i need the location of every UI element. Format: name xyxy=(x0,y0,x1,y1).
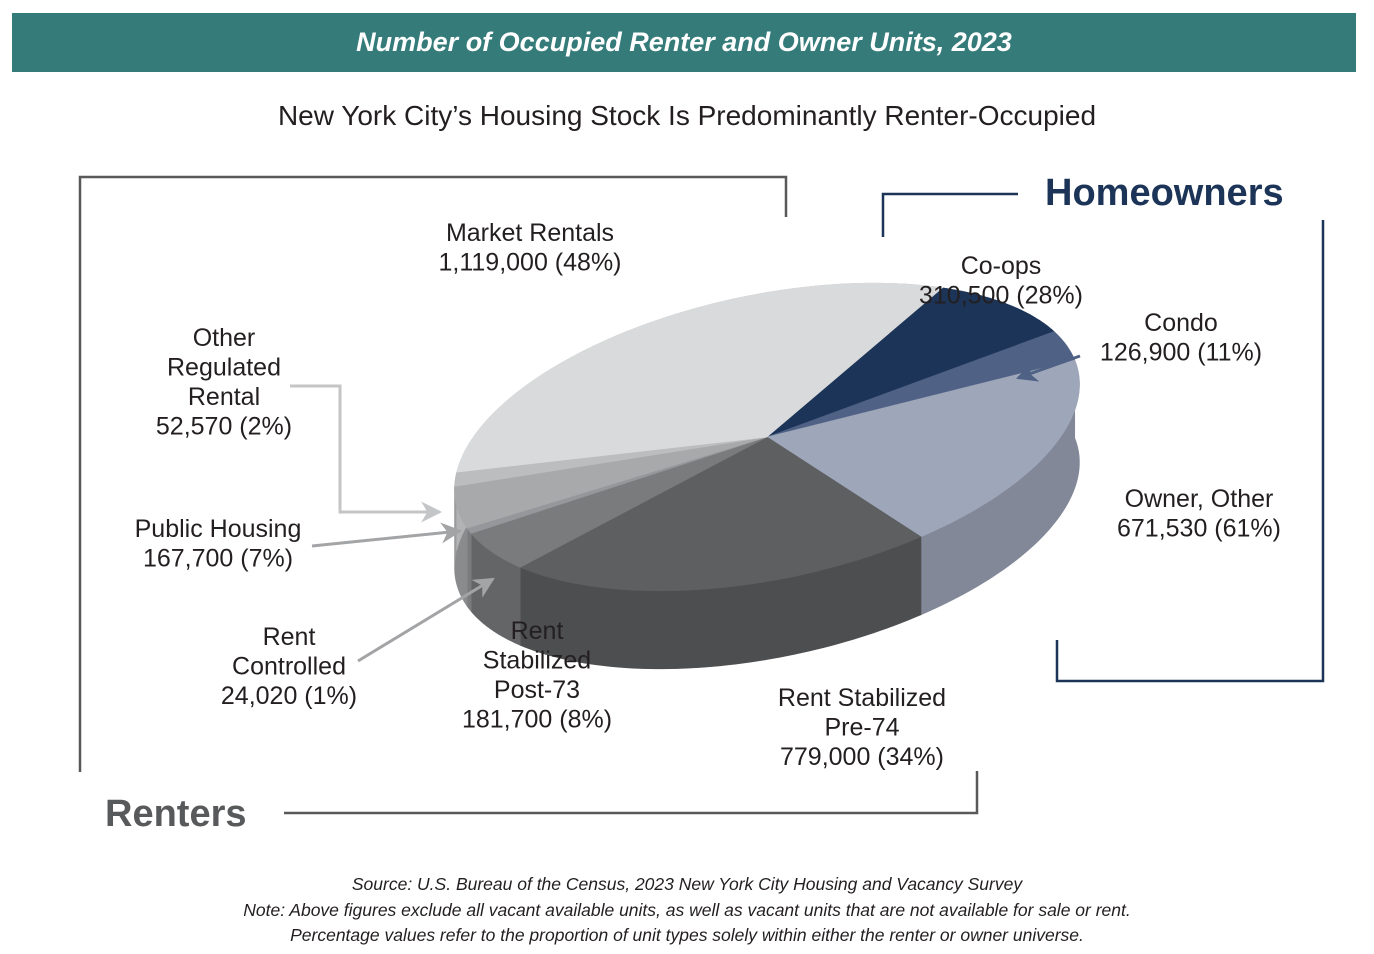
label-line: Rent xyxy=(511,617,564,645)
label-public_housing: Public Housing 167,700 (7%) xyxy=(135,515,302,573)
label-condo: Condo 126,900 (11%) xyxy=(1100,309,1262,367)
chart-title: Number of Occupied Renter and Owner Unit… xyxy=(356,27,1012,57)
public-housing-arrow xyxy=(311,522,463,548)
label-line: Public Housing xyxy=(135,515,302,543)
label-line: Owner, Other xyxy=(1125,485,1274,513)
slice-side-rent_controlled xyxy=(466,527,472,613)
label-rent_stab_pre74: Rent Stabilized Pre-74 779,000 (34%) xyxy=(778,684,946,771)
condo-arrow xyxy=(1016,354,1081,382)
label-line: Rent Stabilized xyxy=(778,684,946,712)
label-owner_other: Owner, Other 671,530 (61%) xyxy=(1117,485,1281,543)
label-line: 181,700 (8%) xyxy=(462,706,612,734)
label-line: Rental xyxy=(188,383,260,411)
label-market: Market Rentals 1,119,000 (48%) xyxy=(439,219,622,277)
renters-label: Renters xyxy=(105,793,247,835)
label-other_regulated: Other Regulated Rental 52,570 (2%) xyxy=(156,324,292,441)
slice-public_housing xyxy=(454,436,768,529)
label-line: 310,500 (28%) xyxy=(919,282,1083,310)
slice-rent_stab_pre74 xyxy=(519,436,922,592)
slice-other_regulated xyxy=(454,436,768,487)
label-line: Condo xyxy=(1144,309,1218,337)
slice-owner_other xyxy=(766,359,1080,538)
homeowners-label: Homeowners xyxy=(1045,172,1284,214)
label-line: 1,119,000 (48%) xyxy=(439,249,622,277)
label-line: Co-ops xyxy=(961,252,1042,280)
label-line: Stabilized xyxy=(483,647,591,675)
other-regulated-arrow xyxy=(290,384,443,523)
slice-condo xyxy=(766,331,1076,438)
label-line: Other xyxy=(193,324,256,352)
label-coops: Co-ops 310,500 (28%) xyxy=(919,252,1083,310)
label-line: 52,570 (2%) xyxy=(156,413,292,441)
slice-rent_controlled xyxy=(466,436,768,534)
pie-top-faces xyxy=(454,282,1080,592)
homeowners-bracket xyxy=(881,192,1018,237)
label-line: Rent xyxy=(263,623,316,651)
label-line: 24,020 (1%) xyxy=(221,682,357,710)
label-line: Pre-74 xyxy=(824,714,899,742)
slice-rent_stab_post73 xyxy=(470,436,768,568)
slice-market xyxy=(456,282,944,473)
footnote-2: Percentage values refer to the proportio… xyxy=(290,925,1084,945)
label-line: Post-73 xyxy=(494,676,580,704)
footnote-1: Note: Above figures exclude all vacant a… xyxy=(243,900,1131,920)
source-note: Source: U.S. Bureau of the Census, 2023 … xyxy=(351,874,1023,894)
label-rent_controlled: Rent Controlled 24,020 (1%) xyxy=(221,623,357,710)
label-line: 167,700 (7%) xyxy=(143,545,293,573)
slice-coops xyxy=(766,287,1055,438)
label-line: Market Rentals xyxy=(446,219,614,247)
renters-bracket xyxy=(78,175,788,772)
label-line: Controlled xyxy=(232,653,346,681)
label-line: Regulated xyxy=(167,354,281,382)
title-banner: Number of Occupied Renter and Owner Unit… xyxy=(12,13,1356,72)
slice-labels: Co-ops 310,500 (28%) Condo 126,900 (11%) Own… xyxy=(135,219,1281,771)
chart-subtitle: New York City’s Housing Stock Is Predomi… xyxy=(277,100,1097,131)
rent-controlled-arrow xyxy=(357,577,495,663)
renters-bracket-bottom xyxy=(284,771,979,815)
label-line: 779,000 (34%) xyxy=(780,743,944,771)
label-line: 671,530 (61%) xyxy=(1117,515,1281,543)
homeowners-bracket-right xyxy=(1055,220,1325,683)
label-rent_stab_post73: Rent Stabilized Post-73 181,700 (8%) xyxy=(462,617,612,734)
label-line: 126,900 (11%) xyxy=(1100,339,1262,367)
